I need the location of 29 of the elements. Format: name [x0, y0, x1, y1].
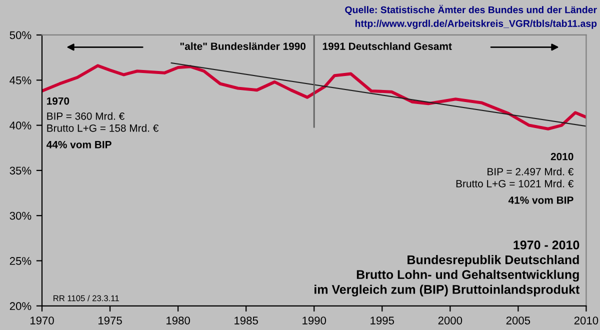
y-tick-label: 45%	[10, 76, 32, 84]
line-series	[42, 64, 586, 130]
y-tick-label: 40%	[10, 122, 32, 130]
annotation: "alte" Bundesländer 1990	[180, 42, 306, 50]
x-tick-label: 1975	[98, 316, 122, 324]
y-tick-label: 20%	[10, 302, 32, 310]
x-tick-label: 1990	[302, 316, 326, 324]
y-tick-label: 35%	[10, 166, 32, 175]
x-tick-label: 1985	[234, 316, 258, 324]
y-tick-label: 50%	[10, 31, 32, 40]
annotation: 44% vom BIP	[46, 140, 112, 148]
annotation: RR 1105 / 23.3.11	[54, 295, 119, 302]
x-tick-label: 1980	[166, 316, 190, 324]
annotation: 1991 Deutschland Gesamt	[322, 42, 452, 50]
annotation: BIP = 2.497 Mrd. € Brutto L+G = 1021 Mrd. €	[456, 168, 574, 188]
annotation: BIP = 360 Mrd. € Brutto L+G = 158 Mrd. €	[47, 112, 159, 132]
text: 1970 - 2010 Bundesrepublik Deutschland Brutto Lohn- und Gehaltsentwicklung im Vergleich zum (BIP) Bruttoinlandsprodukt	[314, 240, 580, 296]
y-tick-label: 30%	[10, 212, 32, 220]
x-tick-label: 1970	[30, 316, 54, 324]
text: http://www.vgrdl.de/Arbeitskreis_VGR/tbls/tab11.asp	[355, 20, 597, 29]
x-tick-label: 1995	[370, 316, 394, 324]
x-tick-label: 2000	[438, 316, 462, 324]
source-note: Quelle: Statistische Ämter des Bundes und der Länder	[345, 4, 597, 16]
x-tick-label: 2005	[506, 316, 530, 324]
annotation: 2010	[550, 152, 574, 160]
x-tick-label: 2010	[574, 316, 598, 324]
annotation: 1970	[47, 97, 70, 105]
y-tick-label: 25%	[10, 257, 32, 265]
annotation: 41% vom BIP	[508, 196, 574, 204]
